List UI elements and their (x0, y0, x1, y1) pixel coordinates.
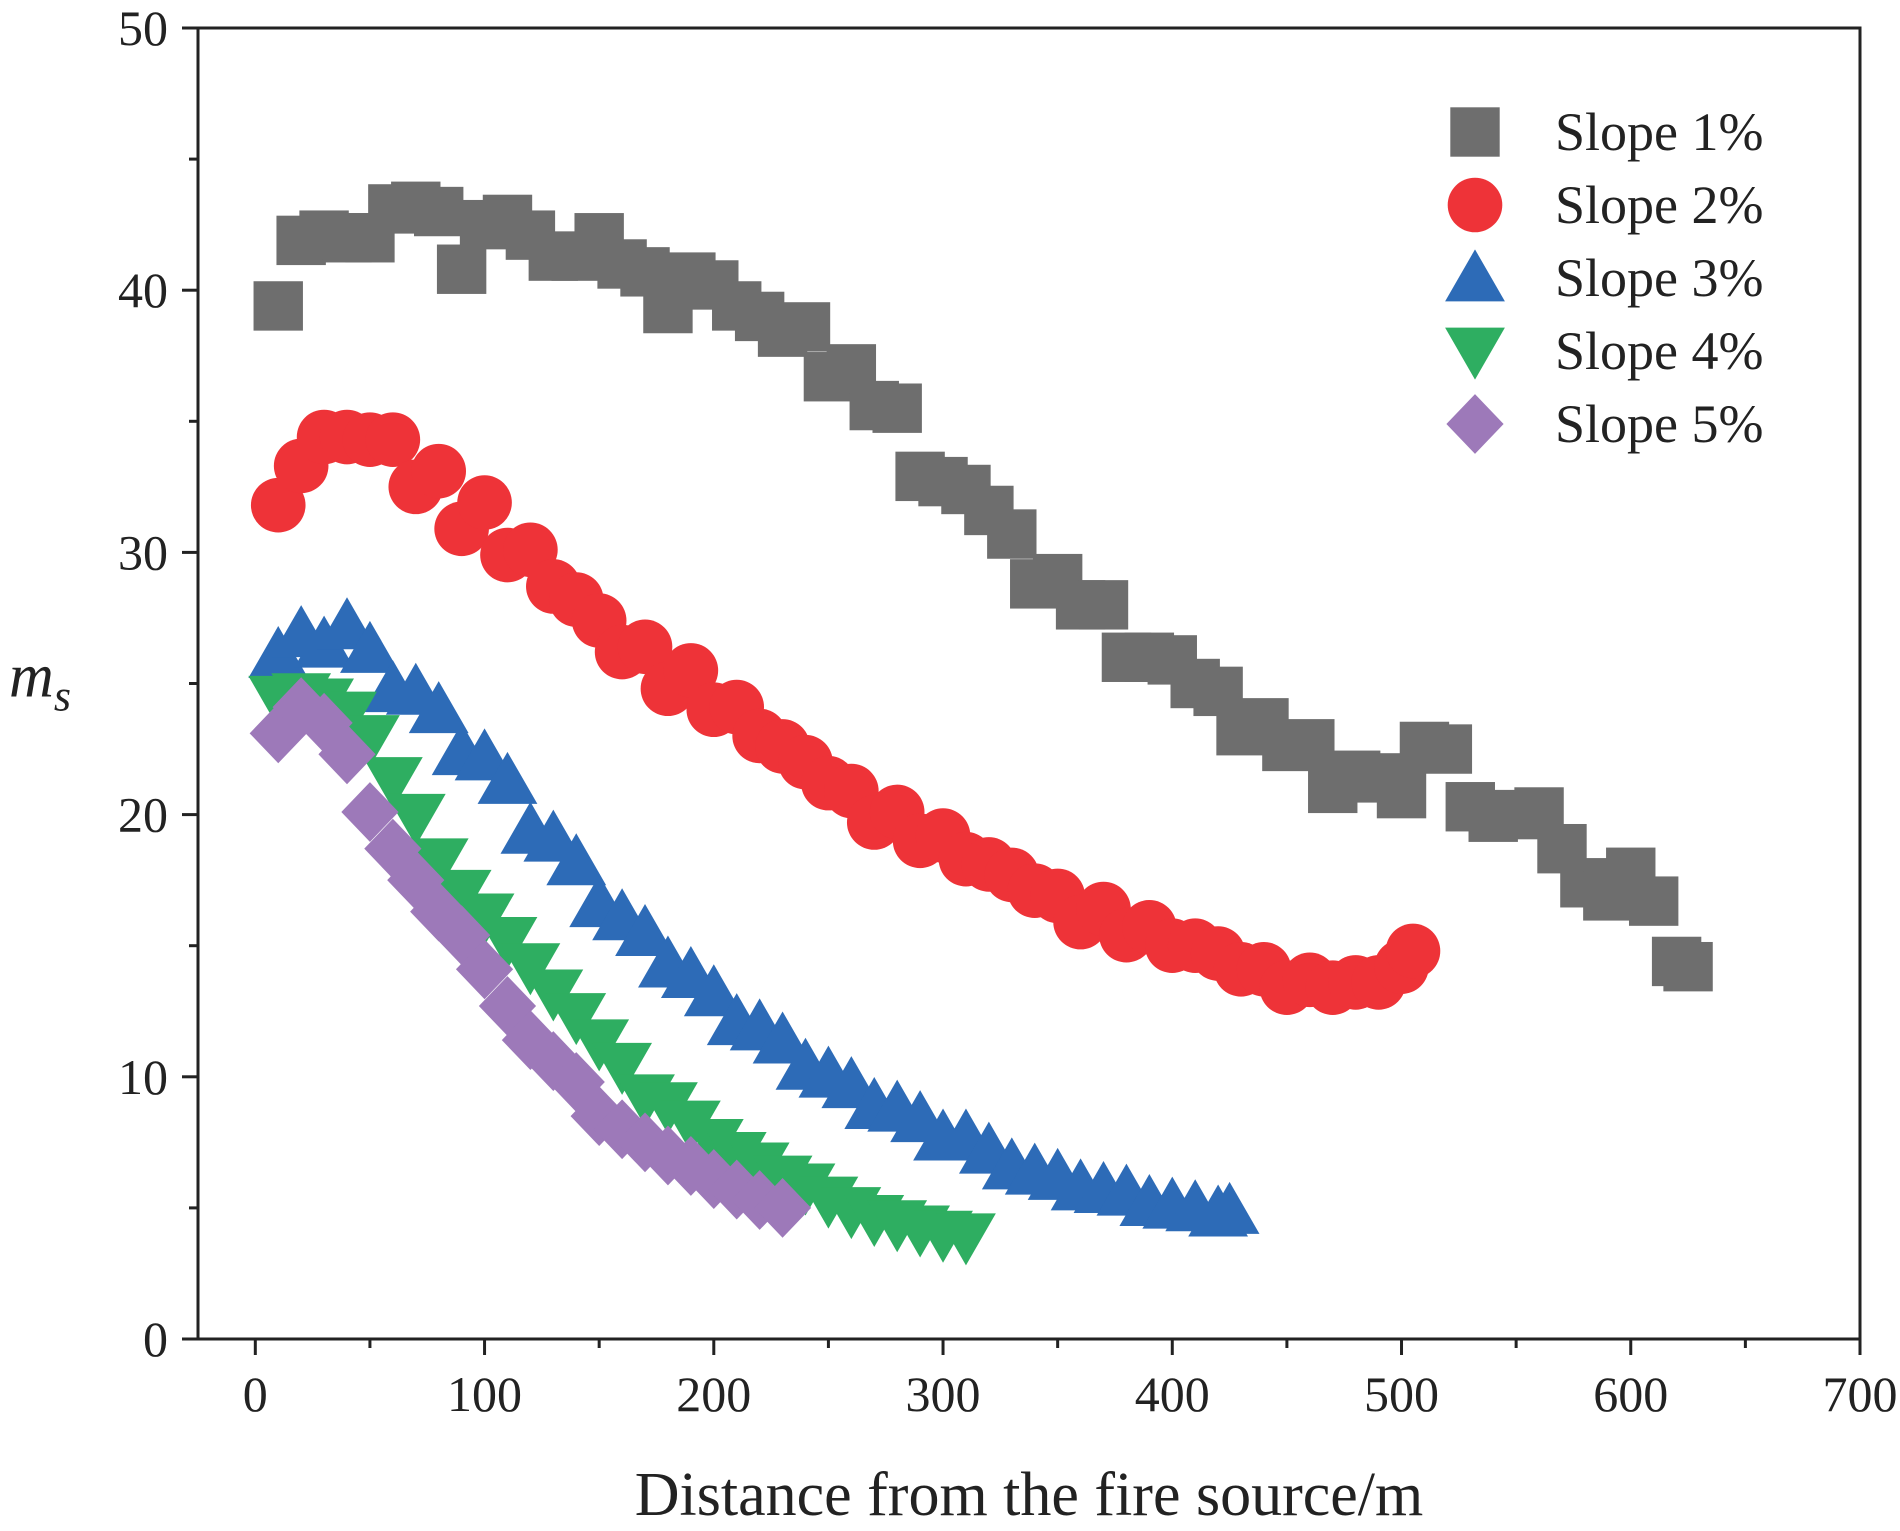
data-point (524, 1031, 582, 1091)
data-point (729, 1142, 790, 1195)
data-point (1078, 580, 1129, 630)
data-point (433, 905, 491, 966)
data-point (500, 943, 561, 996)
data-point (987, 509, 1037, 559)
data-point (1385, 923, 1441, 979)
y-tick-label: 50 (118, 0, 168, 56)
axes: 0 100 200 300 400 500 600 700 0 10 20 30 40 50 (118, 0, 1898, 1422)
x-axis-title: Distance from the fire source/m (635, 1461, 1423, 1529)
data-point (708, 1159, 766, 1220)
data-point (683, 964, 744, 1017)
data-point (780, 302, 831, 352)
series-slope-4 (248, 673, 996, 1266)
x-tick-label: 700 (1823, 1366, 1898, 1422)
data-point (340, 715, 400, 768)
legend: Slope 1% Slope 2% Slope 3% Slope 4% Slope 5% (1445, 102, 1764, 454)
data-point (753, 1178, 812, 1238)
data-point (455, 939, 514, 1000)
y-tick-label: 20 (118, 787, 168, 843)
data-point (731, 1170, 789, 1230)
x-tick-label: 0 (243, 1366, 268, 1422)
data-point (775, 1163, 836, 1216)
data-point (872, 383, 922, 433)
data-point (546, 833, 607, 886)
data-point (341, 782, 399, 842)
series-slope-1 (253, 181, 1713, 992)
data-point (253, 281, 303, 331)
data-point (411, 443, 467, 499)
data-point (436, 244, 487, 294)
x-tick-label: 500 (1364, 1366, 1439, 1422)
legend-marker (1450, 107, 1500, 157)
legend-label: Slope 5% (1555, 394, 1764, 454)
data-point (639, 1125, 697, 1186)
legend-label: Slope 3% (1555, 248, 1764, 308)
legend-entry: Slope 5% (1446, 394, 1764, 454)
data-point (1199, 1181, 1260, 1234)
data-point (1663, 941, 1713, 992)
data-point (318, 724, 376, 785)
x-tick-label: 100 (447, 1366, 522, 1422)
data-point (477, 917, 538, 970)
x-tick-label: 200 (676, 1366, 751, 1422)
data-point (365, 412, 421, 467)
y-tick-label: 0 (143, 1311, 168, 1367)
legend-marker (1445, 327, 1505, 380)
data-point (362, 757, 423, 810)
series-slope-3 (248, 597, 1260, 1237)
data-point (685, 1149, 743, 1209)
data-point (385, 793, 446, 846)
legend-label: Slope 2% (1555, 175, 1764, 235)
data-point (592, 1042, 652, 1095)
data-point (936, 1213, 996, 1266)
data-point (1285, 719, 1335, 769)
data-point (547, 1052, 605, 1112)
legend-entry: Slope 4% (1445, 321, 1764, 381)
data-point (340, 620, 400, 673)
legend-marker (1445, 249, 1505, 302)
data-point (546, 993, 607, 1046)
data-point (1422, 724, 1473, 774)
y-tick-label: 10 (118, 1049, 168, 1105)
data-point (663, 643, 719, 698)
legend-entry: Slope 2% (1447, 175, 1764, 235)
data-point (1628, 876, 1679, 926)
data-point (683, 1118, 744, 1171)
data-point (478, 976, 537, 1036)
data-point (752, 1011, 813, 1064)
y-axis-title-subscript: s (54, 672, 71, 721)
legend-label: Slope 1% (1555, 102, 1764, 162)
y-tick-label: 40 (118, 262, 168, 318)
data-point (615, 903, 675, 956)
series-slope-2 (250, 409, 1441, 1015)
legend-marker (1447, 177, 1503, 233)
data-point (617, 619, 673, 675)
data-point (477, 751, 538, 804)
legend-entry: Slope 1% (1450, 102, 1764, 162)
data-point (570, 1086, 628, 1147)
data-point (408, 681, 469, 734)
data-point (1376, 768, 1427, 819)
x-tick-label: 400 (1135, 1366, 1210, 1422)
y-axis-title-main: m (9, 643, 54, 711)
x-tick-label: 600 (1593, 1366, 1668, 1422)
data-point (250, 477, 306, 533)
legend-label: Slope 4% (1555, 321, 1764, 381)
y-tick-label: 30 (118, 524, 168, 580)
data-point (414, 186, 464, 237)
data-point (457, 475, 512, 530)
data-points (248, 181, 1713, 1266)
series-slope-5 (249, 677, 812, 1238)
legend-marker (1446, 394, 1504, 454)
data-point (616, 1112, 674, 1173)
data-point (408, 838, 469, 891)
legend-entry: Slope 3% (1445, 248, 1764, 308)
x-tick-label: 300 (906, 1366, 981, 1422)
y-axis-title: ms (9, 643, 71, 721)
